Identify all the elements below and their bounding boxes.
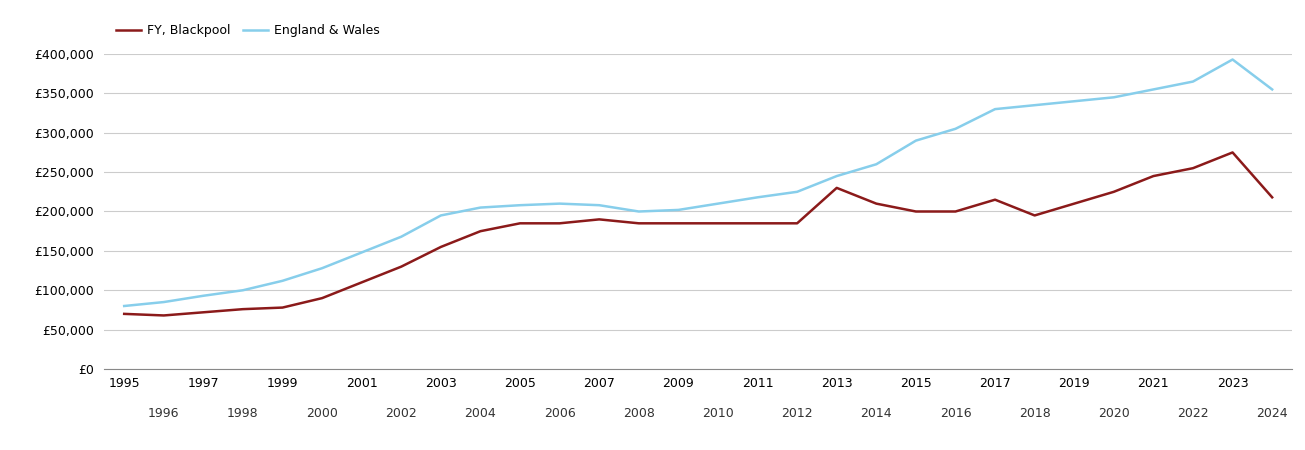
England & Wales xyxy=(1146,87,1161,92)
England & Wales xyxy=(354,250,369,255)
FY, Blackpool xyxy=(868,201,883,206)
England & Wales xyxy=(235,288,251,293)
Text: 1998: 1998 xyxy=(227,407,258,420)
England & Wales xyxy=(671,207,686,212)
England & Wales xyxy=(512,202,527,208)
FY, Blackpool xyxy=(1185,166,1201,171)
FY, Blackpool xyxy=(671,220,686,226)
FY, Blackpool xyxy=(116,311,132,317)
Text: 2008: 2008 xyxy=(622,407,655,420)
Text: 2004: 2004 xyxy=(465,407,496,420)
England & Wales xyxy=(868,162,883,167)
England & Wales xyxy=(1027,103,1043,108)
England & Wales xyxy=(632,209,647,214)
Text: 2014: 2014 xyxy=(860,407,893,420)
England & Wales xyxy=(393,234,408,239)
England & Wales xyxy=(1265,87,1280,92)
England & Wales xyxy=(1066,99,1082,104)
Text: 2006: 2006 xyxy=(544,407,576,420)
FY, Blackpool xyxy=(1265,194,1280,200)
England & Wales xyxy=(1105,94,1121,100)
FY, Blackpool xyxy=(235,306,251,312)
FY, Blackpool xyxy=(552,220,568,226)
England & Wales xyxy=(710,201,726,206)
Text: 2010: 2010 xyxy=(702,407,733,420)
FY, Blackpool xyxy=(196,310,211,315)
England & Wales xyxy=(315,266,330,271)
Line: FY, Blackpool: FY, Blackpool xyxy=(124,153,1272,315)
England & Wales xyxy=(749,194,765,200)
FY, Blackpool xyxy=(1027,213,1043,218)
FY, Blackpool xyxy=(393,264,408,269)
England & Wales xyxy=(433,213,449,218)
Text: 2022: 2022 xyxy=(1177,407,1208,420)
England & Wales xyxy=(472,205,488,210)
FY, Blackpool xyxy=(275,305,291,310)
FY, Blackpool xyxy=(988,197,1004,202)
Text: 2016: 2016 xyxy=(940,407,971,420)
Text: 2024: 2024 xyxy=(1257,407,1288,420)
England & Wales xyxy=(947,126,963,131)
England & Wales xyxy=(155,299,171,305)
England & Wales xyxy=(829,173,844,179)
England & Wales xyxy=(988,106,1004,112)
FY, Blackpool xyxy=(710,220,726,226)
England & Wales xyxy=(1224,57,1240,62)
FY, Blackpool xyxy=(591,216,607,222)
Text: 2000: 2000 xyxy=(307,407,338,420)
FY, Blackpool xyxy=(632,220,647,226)
Text: 1996: 1996 xyxy=(147,407,180,420)
England & Wales xyxy=(790,189,805,194)
Legend: FY, Blackpool, England & Wales: FY, Blackpool, England & Wales xyxy=(111,19,385,42)
England & Wales xyxy=(552,201,568,206)
FY, Blackpool xyxy=(472,229,488,234)
England & Wales xyxy=(275,278,291,284)
FY, Blackpool xyxy=(829,185,844,190)
FY, Blackpool xyxy=(1066,201,1082,206)
FY, Blackpool xyxy=(512,220,527,226)
Text: 2020: 2020 xyxy=(1098,407,1130,420)
FY, Blackpool xyxy=(1146,173,1161,179)
FY, Blackpool xyxy=(790,220,805,226)
England & Wales xyxy=(908,138,924,143)
Text: 2018: 2018 xyxy=(1019,407,1051,420)
England & Wales xyxy=(116,303,132,309)
FY, Blackpool xyxy=(354,279,369,285)
FY, Blackpool xyxy=(749,220,765,226)
FY, Blackpool xyxy=(1224,150,1240,155)
FY, Blackpool xyxy=(433,244,449,250)
Line: England & Wales: England & Wales xyxy=(124,59,1272,306)
England & Wales xyxy=(591,202,607,208)
FY, Blackpool xyxy=(908,209,924,214)
FY, Blackpool xyxy=(155,313,171,318)
FY, Blackpool xyxy=(947,209,963,214)
FY, Blackpool xyxy=(1105,189,1121,194)
FY, Blackpool xyxy=(315,295,330,301)
Text: 2002: 2002 xyxy=(385,407,418,420)
England & Wales xyxy=(196,293,211,298)
England & Wales xyxy=(1185,79,1201,84)
Text: 2012: 2012 xyxy=(782,407,813,420)
